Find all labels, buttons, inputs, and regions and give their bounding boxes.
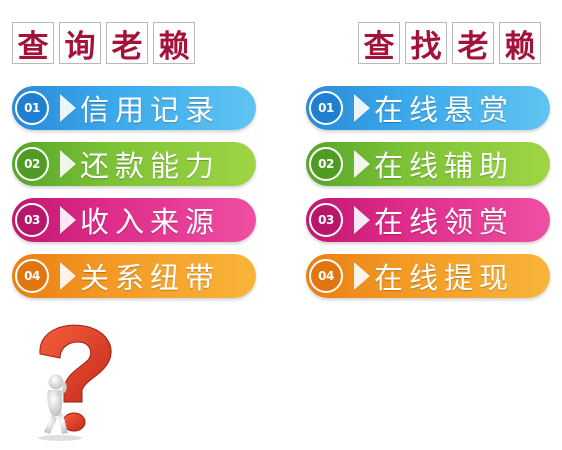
arrow-notch-icon — [354, 150, 370, 178]
item-label: 在线领赏 — [374, 205, 515, 239]
right-title-char: 老 — [452, 22, 494, 65]
arrow-notch-icon — [60, 94, 76, 122]
question-mark-figure-icon — [38, 324, 112, 441]
number-badge: 04 — [15, 259, 49, 293]
item-label: 信用记录 — [80, 93, 221, 127]
arrow-notch-icon — [60, 206, 76, 234]
number-badge: 02 — [309, 147, 343, 181]
right-title-char: 查 — [358, 22, 400, 65]
arrow-notch-icon — [60, 150, 76, 178]
number-badge: 01 — [309, 91, 343, 125]
item-label: 在线辅助 — [374, 149, 515, 183]
arrow-notch-icon — [60, 262, 76, 290]
left-item-relations[interactable]: 04 关系纽带 — [12, 254, 256, 298]
right-title-char: 找 — [405, 22, 447, 65]
left-item-repayment[interactable]: 02 还款能力 — [12, 142, 256, 186]
left-item-income[interactable]: 03 收入来源 — [12, 198, 256, 242]
item-label: 还款能力 — [80, 149, 221, 183]
left-title-char: 老 — [106, 22, 148, 65]
right-title: 查 找 老 赖 — [358, 22, 541, 65]
left-title-char: 查 — [12, 22, 54, 65]
item-label: 关系纽带 — [80, 261, 221, 295]
left-title: 查 询 老 赖 — [12, 22, 195, 65]
number-badge: 03 — [15, 203, 49, 237]
right-item-bounty[interactable]: 01 在线悬赏 — [306, 86, 550, 130]
right-item-withdraw[interactable]: 04 在线提现 — [306, 254, 550, 298]
item-label: 收入来源 — [80, 205, 221, 239]
left-title-char: 赖 — [153, 22, 195, 65]
number-badge: 03 — [309, 203, 343, 237]
number-badge: 01 — [15, 91, 49, 125]
right-item-assist[interactable]: 02 在线辅助 — [306, 142, 550, 186]
left-item-credit-record[interactable]: 01 信用记录 — [12, 86, 256, 130]
right-title-char: 赖 — [499, 22, 541, 65]
arrow-notch-icon — [354, 206, 370, 234]
number-badge: 02 — [15, 147, 49, 181]
item-label: 在线悬赏 — [374, 93, 515, 127]
item-label: 在线提现 — [374, 261, 515, 295]
arrow-notch-icon — [354, 262, 370, 290]
right-item-claim-reward[interactable]: 03 在线领赏 — [306, 198, 550, 242]
arrow-notch-icon — [354, 94, 370, 122]
number-badge: 04 — [309, 259, 343, 293]
left-title-char: 询 — [59, 22, 101, 65]
